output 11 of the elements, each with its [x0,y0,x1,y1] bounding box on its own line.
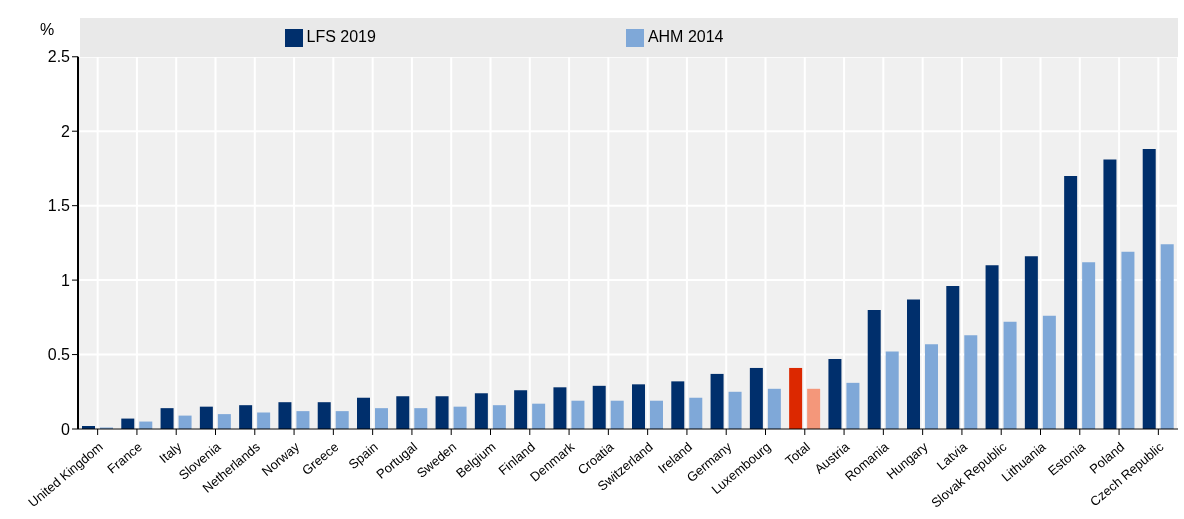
y-tick-label: 0.5 [47,346,71,364]
legend-label: LFS 2019 [306,28,376,45]
y-tick-label: 2 [61,122,71,140]
y-tick-label: 2.5 [47,48,71,66]
legend-label: AHM 2014 [647,28,724,45]
y-tick-label: 1.5 [47,197,71,215]
x-tick-label: Italy [156,438,185,466]
y-tick-label: 1 [61,271,71,289]
y-axis-title: % [39,20,55,38]
y-tick-label: 0 [61,420,71,438]
x-tick-label: Total [782,439,813,469]
